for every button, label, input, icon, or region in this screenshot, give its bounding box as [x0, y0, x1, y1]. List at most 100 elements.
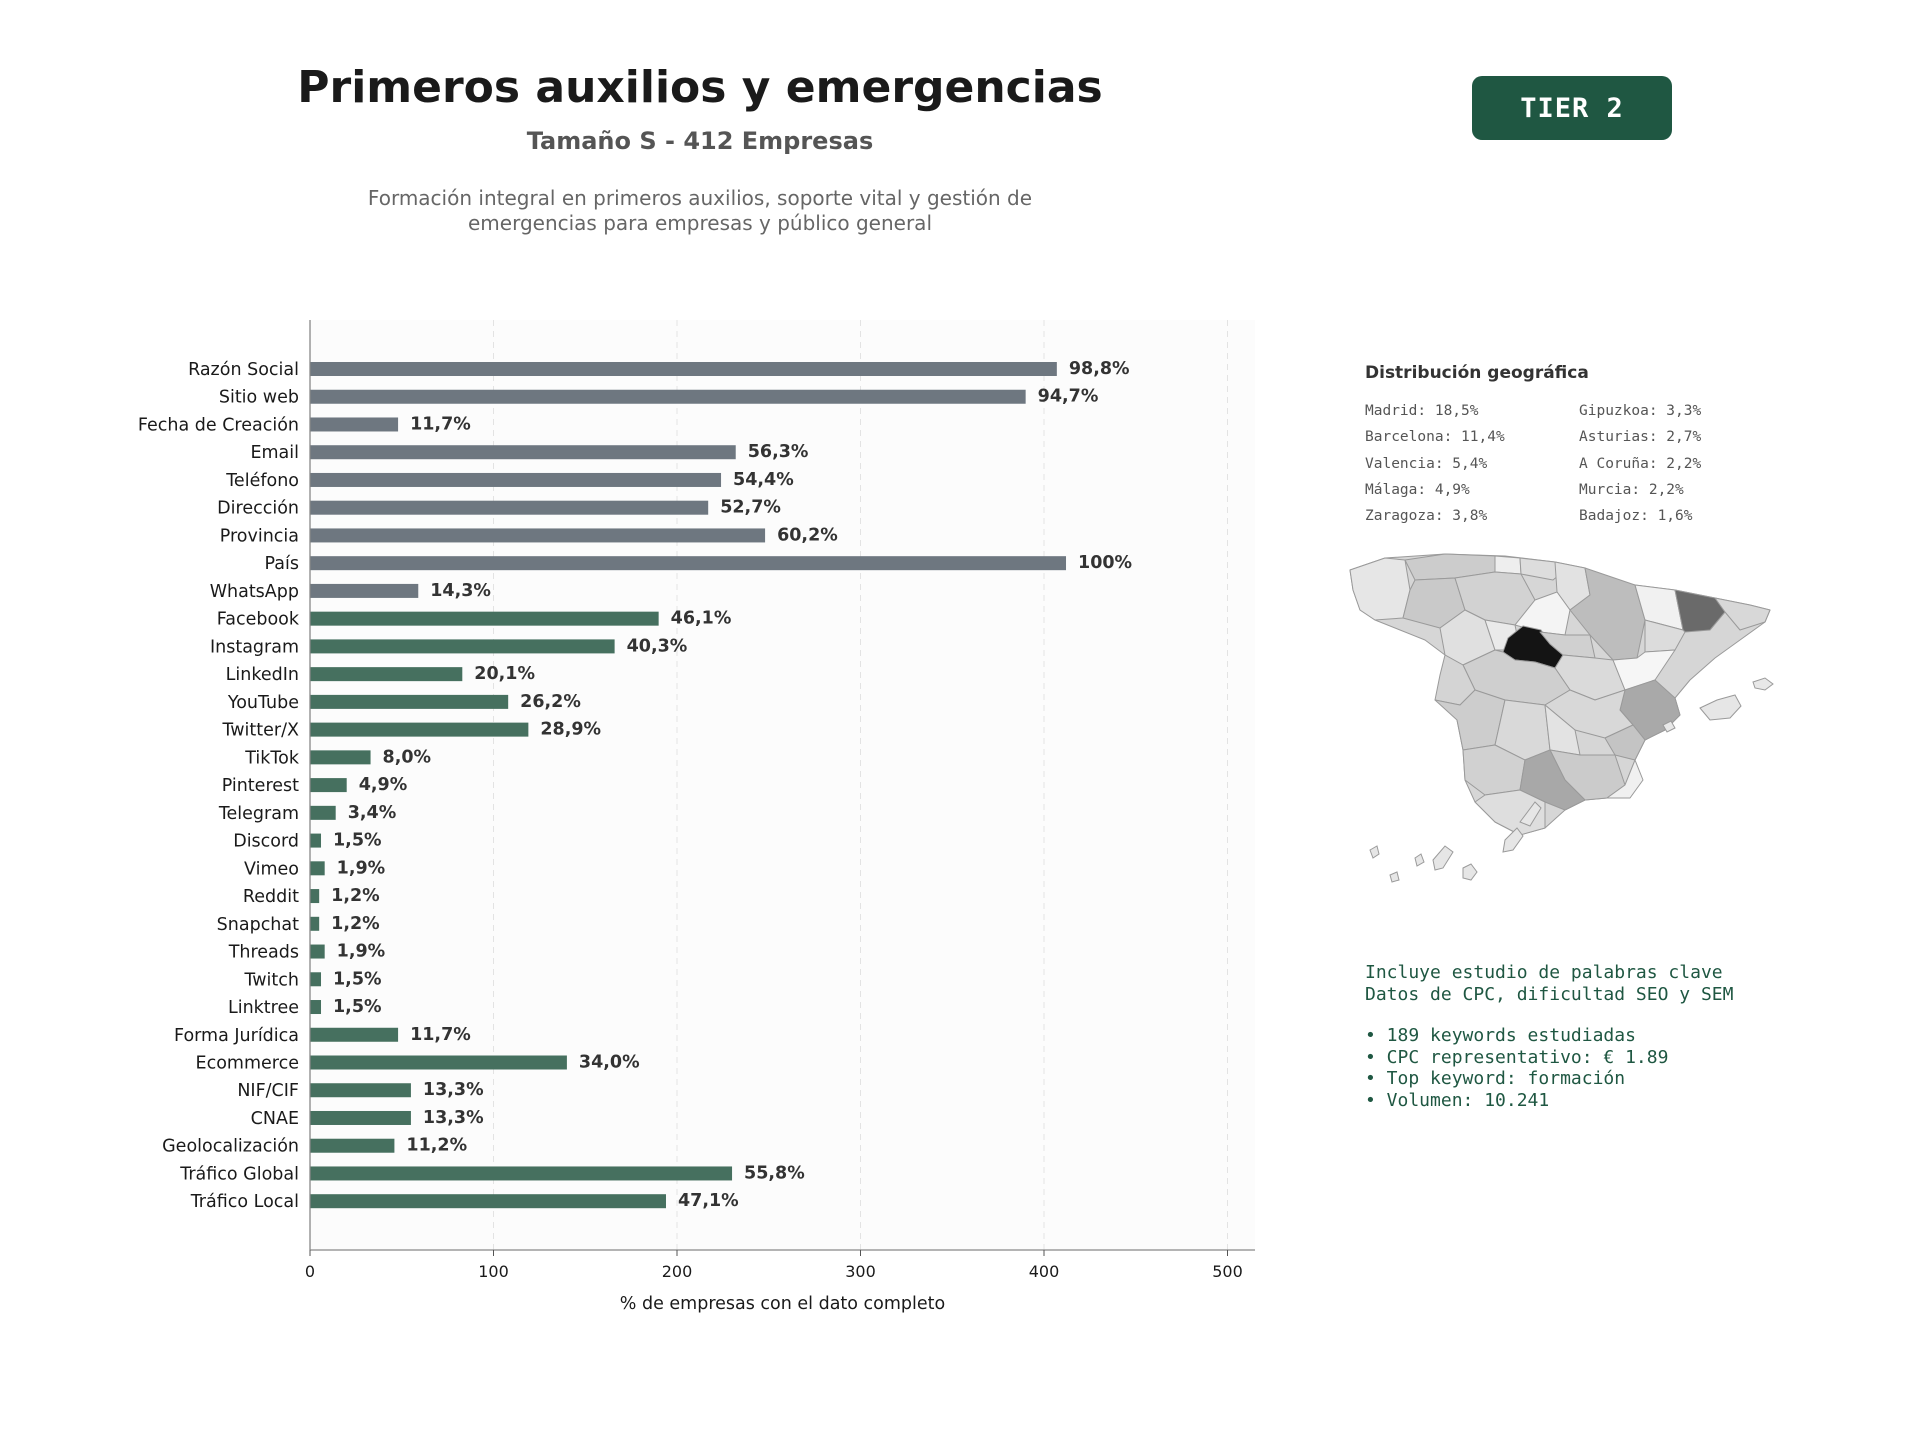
- category-label: NIF/CIF: [237, 1081, 299, 1101]
- category-label: Provincia: [220, 526, 299, 546]
- x-tick-label: 100: [478, 1262, 509, 1281]
- keyword-info: Incluye estudio de palabras clave Datos d…: [1365, 962, 1733, 1111]
- category-label: Dirección: [217, 499, 299, 519]
- value-label: 13,3%: [423, 1108, 484, 1128]
- bar: [310, 972, 322, 987]
- value-label: 100%: [1078, 553, 1132, 573]
- value-label: 11,2%: [406, 1136, 467, 1156]
- bar: [310, 528, 766, 543]
- map-ibiza: [1662, 720, 1676, 733]
- x-tick-label: 400: [1029, 1262, 1060, 1281]
- value-label: 1,9%: [337, 858, 386, 878]
- geo-title: Distribución geográfica: [1365, 363, 1589, 383]
- bar: [310, 583, 419, 598]
- category-label: LinkedIn: [226, 665, 299, 685]
- bar: [310, 722, 529, 737]
- value-label: 55,8%: [744, 1163, 805, 1183]
- description-line: emergencias para empresas y público gene…: [467, 211, 932, 235]
- bar: [310, 861, 325, 876]
- category-label: WhatsApp: [210, 582, 299, 602]
- bar: [310, 362, 1057, 376]
- category-label: Reddit: [243, 887, 299, 907]
- geo-item: Valencia: 5,4%: [1365, 455, 1488, 472]
- map-canary-4: [1432, 845, 1454, 871]
- bar: [310, 667, 463, 682]
- map-galicia: [1349, 557, 1411, 621]
- map-malaga: [1519, 749, 1586, 811]
- category-label: YouTube: [227, 693, 299, 713]
- bar: [310, 944, 325, 959]
- category-label: Ecommerce: [196, 1054, 299, 1074]
- value-label: 13,3%: [423, 1080, 484, 1100]
- bar: [310, 1138, 395, 1153]
- bar: [310, 1027, 399, 1042]
- map-canary-5: [1462, 863, 1478, 881]
- info-line: Incluye estudio de palabras clave: [1365, 962, 1723, 983]
- map-cantabria: [1494, 555, 1522, 575]
- value-label: 34,0%: [579, 1053, 640, 1073]
- bar: [310, 1110, 411, 1125]
- category-label: Pinterest: [222, 776, 299, 796]
- spain-map: [1349, 553, 1774, 883]
- info-bullet: • Volumen: 10.241: [1365, 1089, 1550, 1111]
- value-label: 26,2%: [520, 692, 581, 712]
- map-murcia: [1604, 724, 1646, 761]
- category-label: Forma Jurídica: [174, 1026, 299, 1046]
- info-bullet: • CPC representativo: € 1.89: [1365, 1046, 1669, 1068]
- map-canary-6: [1502, 827, 1524, 853]
- info-bullet: • Top keyword: formación: [1365, 1068, 1626, 1089]
- map-canary-2: [1389, 871, 1400, 883]
- geo-list: Madrid: 18,5% Gipuzkoa: 3,3% Barcelona: …: [1365, 398, 1785, 529]
- bar-chart: Razón Social 98,8% Sitio web 94,7% Fecha de …: [138, 320, 1256, 1314]
- value-label: 1,5%: [333, 969, 382, 989]
- bar: [310, 611, 659, 626]
- geo-item: Badajoz: 1,6%: [1579, 508, 1693, 525]
- bar: [310, 1166, 733, 1181]
- geo-item: Zaragoza: 3,8%: [1365, 508, 1488, 525]
- tier-badge: TIER 2: [1472, 76, 1672, 140]
- bar: [310, 805, 336, 820]
- x-tick-label: 300: [845, 1262, 876, 1281]
- map-tarragona: [1644, 619, 1686, 653]
- value-label: 40,3%: [627, 636, 688, 656]
- value-label: 98,8%: [1069, 359, 1130, 379]
- bar: [310, 1000, 322, 1015]
- bar: [310, 500, 709, 515]
- category-label: Telegram: [218, 804, 299, 824]
- category-label: Vimeo: [244, 859, 299, 879]
- category-label: Instagram: [210, 637, 299, 657]
- category-label: Email: [250, 443, 299, 463]
- geo-item: Murcia: 2,2%: [1579, 481, 1684, 498]
- category-label: Tráfico Local: [190, 1192, 299, 1212]
- bar: [310, 1083, 411, 1098]
- bar: [310, 472, 722, 487]
- geo-item: Málaga: 4,9%: [1365, 481, 1470, 498]
- map-almeria: [1606, 759, 1644, 799]
- value-label: 1,2%: [331, 886, 380, 906]
- value-label: 28,9%: [540, 720, 601, 740]
- page-subtitle: Tamaño S - 412 Empresas: [526, 127, 874, 155]
- category-label: Geolocalización: [162, 1137, 299, 1157]
- map-mallorca: [1699, 694, 1742, 721]
- category-label: Razón Social: [188, 360, 299, 380]
- bar: [310, 889, 320, 904]
- x-tick-label: 200: [662, 1262, 693, 1281]
- bar: [310, 445, 736, 460]
- category-label: CNAE: [251, 1109, 299, 1129]
- category-label: País: [265, 554, 299, 574]
- page-title: Primeros auxilios y emergencias: [297, 62, 1103, 113]
- bar: [310, 556, 1067, 571]
- value-label: 1,2%: [331, 914, 380, 934]
- bar: [310, 1055, 567, 1070]
- category-label: Fecha de Creación: [138, 415, 299, 435]
- geo-item: A Coruña: 2,2%: [1579, 455, 1702, 472]
- value-label: 1,5%: [333, 831, 382, 851]
- category-label: Discord: [233, 832, 299, 852]
- bar: [310, 916, 320, 931]
- category-label: Snapchat: [217, 915, 299, 935]
- info-bullet: • 189 keywords estudiadas: [1365, 1025, 1636, 1046]
- map-menorca: [1752, 677, 1774, 691]
- value-label: 8,0%: [383, 747, 432, 767]
- geo-item: Barcelona: 11,4%: [1365, 429, 1505, 446]
- value-label: 54,4%: [733, 470, 794, 490]
